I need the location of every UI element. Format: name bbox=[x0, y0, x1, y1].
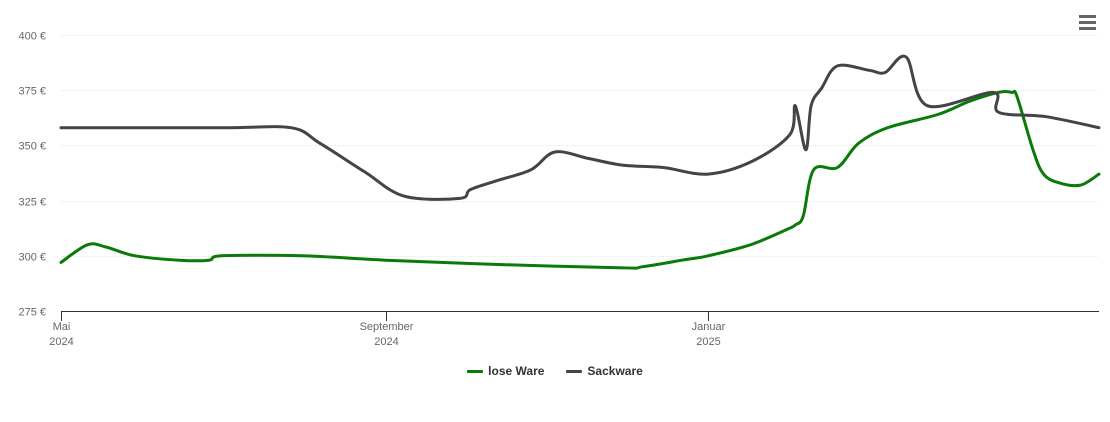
legend-label: Sackware bbox=[587, 364, 643, 378]
legend-item-sackware[interactable]: Sackware bbox=[566, 364, 643, 378]
y-tick-label: 300 € bbox=[18, 252, 46, 264]
x-tick-label: 2024 bbox=[49, 336, 73, 348]
x-tick-label: Januar bbox=[692, 321, 726, 333]
y-axis: 400 € 375 € 350 € 325 € 300 € 275 € bbox=[18, 31, 46, 319]
grid-lines bbox=[61, 35, 1099, 257]
y-tick-label: 375 € bbox=[18, 86, 46, 98]
series-line-lose-ware bbox=[59, 89, 1101, 270]
legend: lose Ware Sackware bbox=[0, 364, 1110, 378]
legend-label: lose Ware bbox=[488, 364, 545, 378]
y-tick-label: 400 € bbox=[18, 31, 46, 43]
chart-menu-button[interactable] bbox=[1077, 12, 1099, 32]
y-tick-label: 350 € bbox=[18, 141, 46, 153]
x-tick-label: Mai bbox=[53, 321, 71, 333]
series-line-sackware bbox=[59, 54, 1101, 201]
x-tick-label: 2025 bbox=[696, 336, 720, 348]
x-tick-label: September bbox=[360, 321, 414, 333]
hamburger-menu-icon bbox=[1079, 15, 1096, 18]
legend-swatch bbox=[467, 369, 484, 373]
y-tick-label: 325 € bbox=[18, 197, 46, 209]
series-lines bbox=[59, 54, 1101, 270]
legend-swatch bbox=[566, 369, 583, 373]
x-tick-label: 2024 bbox=[374, 336, 398, 348]
y-tick-label: 275 € bbox=[18, 307, 46, 319]
legend-item-lose-ware[interactable]: lose Ware bbox=[467, 364, 544, 378]
x-axis: Mai 2024 September 2024 Januar 2025 bbox=[49, 311, 1099, 348]
